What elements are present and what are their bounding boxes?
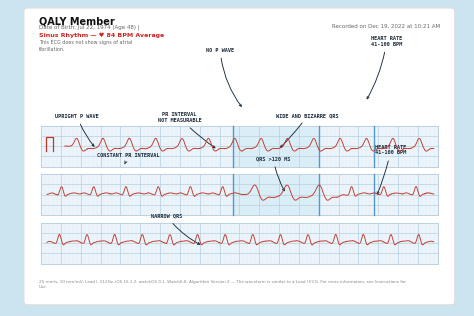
Text: WIDE AND BIZARRE QRS: WIDE AND BIZARRE QRS [276, 113, 339, 147]
Text: PR INTERVAL
NOT MEASURABLE: PR INTERVAL NOT MEASURABLE [158, 112, 215, 148]
Text: CONSTANT PR INTERVAL: CONSTANT PR INTERVAL [97, 154, 160, 164]
Text: UPRIGHT P WAVE: UPRIGHT P WAVE [55, 114, 99, 146]
Text: QALY Member: QALY Member [39, 17, 115, 27]
Bar [41, 222, 438, 264]
Text: Recorded on Dec 19, 2022 at 10:21 AM: Recorded on Dec 19, 2022 at 10:21 AM [332, 24, 440, 29]
Text: NO P WAVE: NO P WAVE [206, 48, 241, 106]
Bar [41, 125, 438, 167]
FancyBboxPatch shape [24, 8, 455, 305]
Bar [233, 125, 319, 167]
Text: NARROW QRS: NARROW QRS [151, 214, 200, 244]
Text: HEART RATE
41-100 BPM: HEART RATE 41-100 BPM [367, 36, 402, 99]
Text: HEART RATE
41-100 BPM: HEART RATE 41-100 BPM [375, 145, 406, 194]
Bar [41, 174, 438, 215]
Text: 25 mm/s, 10 mm/mV, Lead I, 512Hz, iOS 16.1.2, watchOS 9.1, Watch6,8. Algorithm V: 25 mm/s, 10 mm/mV, Lead I, 512Hz, iOS 16… [39, 280, 406, 289]
Text: This ECG does not show signs of atrial
fibrillation.: This ECG does not show signs of atrial f… [39, 40, 132, 52]
Text: Date of Birth: Jul 22, 1974 (Age 48) |: Date of Birth: Jul 22, 1974 (Age 48) | [39, 24, 140, 30]
Bar [233, 174, 319, 215]
Text: QRS >120 MS: QRS >120 MS [256, 156, 291, 191]
Text: Sinus Rhythm — ♥ 84 BPM Average: Sinus Rhythm — ♥ 84 BPM Average [39, 33, 164, 38]
